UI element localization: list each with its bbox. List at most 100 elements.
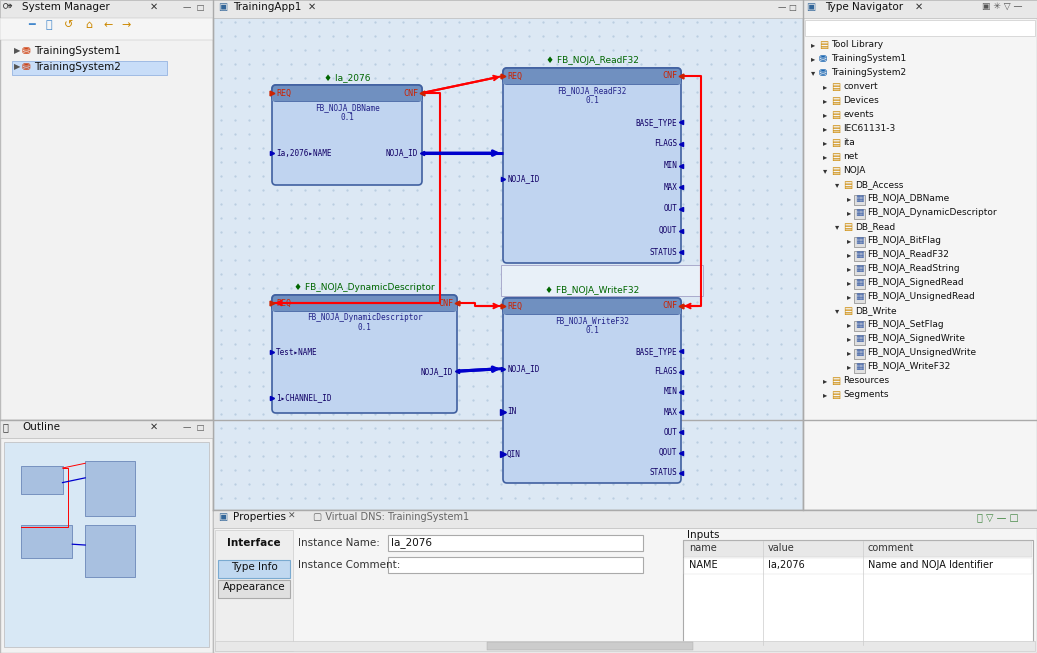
FancyBboxPatch shape (503, 298, 681, 314)
Text: QOUT: QOUT (658, 448, 677, 457)
Bar (854, 265, 865, 275)
Text: ▸: ▸ (847, 278, 851, 287)
Bar (501, 265, 703, 296)
Text: FB_NOJA_DynamicDescriptor: FB_NOJA_DynamicDescriptor (307, 313, 422, 322)
Bar (803, 0, 1037, 510)
Bar (272, 303, 457, 311)
Text: MIN: MIN (663, 387, 677, 396)
Text: net: net (843, 152, 858, 161)
Bar (0, 420, 213, 653)
Text: FLAGS: FLAGS (654, 139, 677, 148)
Text: OUT: OUT (663, 428, 677, 437)
Text: ▶: ▶ (15, 46, 21, 55)
Text: ▦: ▦ (854, 334, 864, 343)
Text: TrainingSystem2: TrainingSystem2 (831, 68, 906, 77)
Text: ▤: ▤ (843, 180, 852, 190)
Text: events: events (843, 110, 873, 119)
Text: OUT: OUT (663, 204, 677, 214)
Text: 💾 ▽ — □: 💾 ▽ — □ (977, 512, 1018, 522)
Text: BASE_TYPE: BASE_TYPE (636, 347, 677, 356)
Bar (503, 76, 681, 84)
Text: CNF: CNF (662, 71, 677, 80)
Text: MAX: MAX (663, 407, 677, 417)
Text: FB_NOJA_UnsignedRead: FB_NOJA_UnsignedRead (867, 292, 975, 301)
Text: CNF: CNF (438, 298, 453, 308)
Bar (218, 580, 290, 598)
Text: CNF: CNF (662, 302, 677, 310)
FancyBboxPatch shape (272, 85, 422, 101)
Text: ▤: ▤ (831, 138, 840, 148)
Bar (12, 61, 167, 75)
Text: Type Info: Type Info (230, 562, 277, 572)
Text: FB_NOJA_WriteF32: FB_NOJA_WriteF32 (555, 316, 629, 325)
Bar (854, 251, 865, 261)
Text: ▸: ▸ (823, 390, 828, 399)
Text: QOUT: QOUT (658, 226, 677, 235)
Text: NAME: NAME (689, 560, 718, 570)
FancyBboxPatch shape (272, 295, 457, 413)
Text: DB_Access: DB_Access (854, 180, 903, 189)
Bar (805, 20, 1035, 36)
Text: ⚩: ⚩ (3, 2, 12, 12)
Text: Outline: Outline (22, 422, 60, 432)
Text: ▤: ▤ (843, 306, 852, 316)
Text: ▤: ▤ (831, 152, 840, 162)
Text: ▣: ▣ (806, 2, 815, 12)
Text: ▸: ▸ (847, 334, 851, 343)
Bar (683, 540, 1033, 645)
Text: ♦ FB_NOJA_WriteF32: ♦ FB_NOJA_WriteF32 (544, 286, 639, 295)
Text: TrainingSystem1: TrainingSystem1 (34, 46, 121, 56)
Text: ▣ ✳ ▽ —: ▣ ✳ ▽ — (982, 2, 1022, 11)
Bar (213, 0, 803, 18)
Bar (21, 524, 73, 558)
Text: ▦: ▦ (854, 292, 864, 301)
Text: ▾: ▾ (811, 68, 815, 77)
Text: MAX: MAX (663, 183, 677, 192)
Text: ➕: ➕ (46, 20, 53, 30)
Text: ▦: ▦ (854, 194, 864, 203)
Text: Instance Name:: Instance Name: (298, 538, 380, 548)
Text: FB_NOJA_DBName: FB_NOJA_DBName (867, 194, 949, 203)
Bar (215, 530, 293, 651)
Text: FB_NOJA_DynamicDescriptor: FB_NOJA_DynamicDescriptor (867, 208, 997, 217)
Text: System Manager: System Manager (22, 2, 110, 12)
Text: REQ: REQ (276, 89, 291, 97)
Text: ✕: ✕ (308, 2, 316, 12)
Text: ▤: ▤ (831, 96, 840, 106)
Text: ▦: ▦ (854, 236, 864, 245)
Text: TrainingSystem2: TrainingSystem2 (34, 62, 121, 72)
Text: ▤: ▤ (843, 222, 852, 232)
Text: ▸: ▸ (847, 208, 851, 217)
Text: ▾: ▾ (835, 180, 839, 189)
Bar (854, 321, 865, 331)
Text: BASE_TYPE: BASE_TYPE (636, 118, 677, 127)
Text: ▾: ▾ (835, 222, 839, 231)
Text: name: name (689, 543, 717, 553)
Text: Type Navigator: Type Navigator (825, 2, 903, 12)
FancyBboxPatch shape (272, 295, 457, 311)
Text: ▾: ▾ (823, 166, 828, 175)
Text: ▸: ▸ (847, 250, 851, 259)
Text: NOJA_ID: NOJA_ID (386, 149, 418, 157)
Text: 1▸CHANNEL_ID: 1▸CHANNEL_ID (276, 393, 332, 402)
Text: NOJA: NOJA (843, 166, 865, 175)
Text: FB_NOJA_DBName: FB_NOJA_DBName (314, 103, 380, 112)
Text: ▤: ▤ (831, 390, 840, 400)
Text: ▸: ▸ (847, 362, 851, 371)
Text: ⛃: ⛃ (22, 62, 31, 72)
Text: TrainingApp1: TrainingApp1 (233, 2, 302, 12)
Text: QIN: QIN (507, 450, 521, 459)
Bar (503, 306, 681, 314)
Text: FB_NOJA_UnsignedWrite: FB_NOJA_UnsignedWrite (867, 348, 976, 357)
Bar (854, 363, 865, 373)
Text: Test▸NAME: Test▸NAME (276, 347, 317, 357)
Text: ⛃: ⛃ (22, 46, 31, 56)
Text: ✕: ✕ (150, 2, 158, 12)
Bar (854, 349, 865, 359)
Text: Tool Library: Tool Library (831, 40, 884, 49)
Text: IEC61131-3: IEC61131-3 (843, 124, 895, 133)
Bar (213, 510, 1037, 528)
Bar (854, 293, 865, 303)
Text: Instance Comment:: Instance Comment: (298, 560, 400, 570)
Bar (213, 510, 1037, 653)
